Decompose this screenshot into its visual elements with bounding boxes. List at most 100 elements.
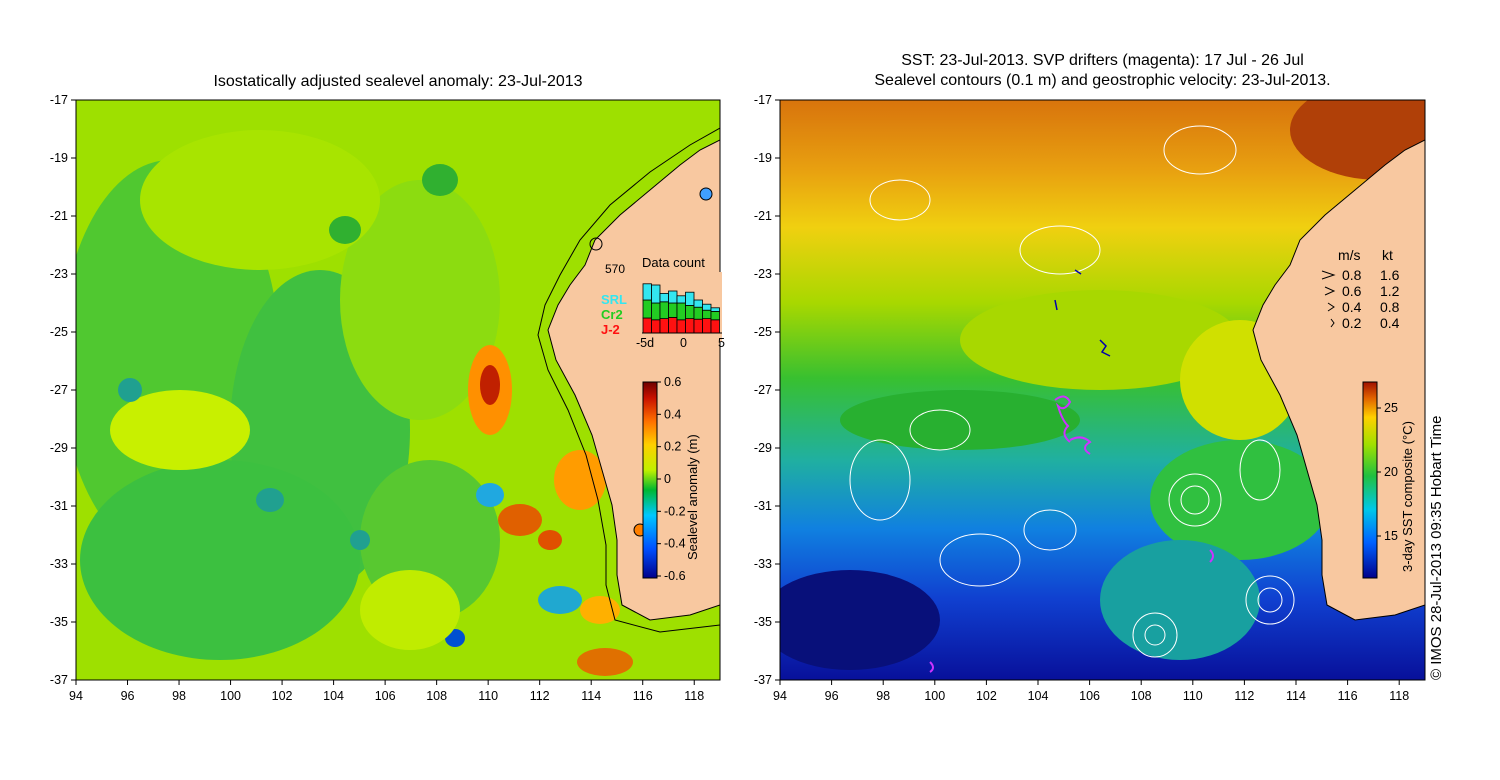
tide-gauge-marker (699, 187, 713, 201)
data-count-bar-cr2 (659, 301, 669, 319)
lat-tick-label: -25 (50, 325, 68, 339)
lon-tick-label: 104 (1028, 689, 1049, 703)
lat-tick-label: -27 (50, 383, 68, 397)
data-count-bar-j2 (642, 317, 652, 334)
data-count-xtick: 0 (680, 336, 687, 350)
left-panel-title: Isostatically adjusted sealevel anomaly:… (213, 73, 583, 90)
cloud-mask-patches (1054, 269, 1111, 357)
lon-tick-label: 114 (581, 689, 601, 703)
data-count-bar-srl (702, 303, 712, 311)
lat-tick-label: -35 (754, 615, 772, 629)
lat-tick-label: -19 (50, 151, 68, 165)
velocity-arrow-icon (1330, 318, 1335, 328)
data-count-xtick: -5d (636, 336, 654, 350)
vel-header-ms: m/s (1338, 247, 1361, 263)
data-count-bar-cr2 (685, 304, 695, 319)
data-count-title: Data count (642, 255, 705, 270)
velocity-arrow-icon (1327, 302, 1335, 312)
data-count-bar-srl (668, 290, 678, 304)
lon-tick-label: 106 (375, 689, 396, 703)
vel-ms-value: 0.8 (1342, 267, 1362, 283)
legend-cr2: Cr2 (601, 307, 623, 322)
vel-ms-value: 0.2 (1342, 315, 1362, 331)
data-count-bar-cr2 (642, 299, 652, 319)
lon-tick-label: 114 (1286, 689, 1306, 703)
data-count-bar-cr2 (702, 309, 712, 320)
lat-tick-label: -17 (50, 93, 68, 107)
vel-kt-value: 0.8 (1380, 299, 1400, 315)
lon-tick-label: 108 (426, 689, 447, 703)
data-count-bar-srl (659, 292, 669, 303)
lat-tick-label: -37 (50, 673, 68, 687)
data-count-bar-j2 (651, 319, 661, 334)
lat-tick-label: -33 (50, 557, 68, 571)
data-count-bar-j2 (685, 318, 695, 334)
data-count-bar-cr2 (651, 302, 661, 321)
lon-tick-label: 110 (1183, 689, 1203, 703)
sla-colorbar-label: Sealevel anomaly (m) (685, 434, 700, 560)
lat-tick-label: -31 (50, 499, 68, 513)
velocity-arrow-icon (1324, 286, 1336, 296)
data-count-bar-j2 (710, 319, 720, 334)
legend-j2: J-2 (601, 322, 620, 337)
lat-tick-label: -23 (50, 267, 68, 281)
copyright-notice: © IMOS 28-Jul-2013 09:35 Hobart Time (1428, 415, 1445, 680)
lon-tick-label: 94 (773, 689, 787, 703)
colorbar-tick-label: 0.6 (664, 375, 681, 389)
lon-tick-label: 100 (220, 689, 241, 703)
right-panel-title: SST: 23-Jul-2013. SVP drifters (magenta)… (780, 51, 1425, 91)
lon-tick-label: 100 (924, 689, 945, 703)
lon-tick-label: 96 (825, 689, 839, 703)
vel-header-kt: kt (1382, 247, 1393, 263)
data-count-bar-srl (651, 284, 661, 304)
colorbar-tick-label: 20 (1384, 465, 1398, 479)
svp-drifter-tracks (929, 395, 1214, 673)
lat-tick-label: -35 (50, 615, 68, 629)
australia-land (548, 140, 720, 620)
lon-tick-label: 116 (633, 689, 653, 703)
data-count-max: 570 (605, 262, 625, 276)
colorbar-tick-label: -0.6 (664, 569, 686, 583)
colorbar-tick-label: 0.2 (664, 440, 681, 454)
data-count-bar-cr2 (710, 310, 720, 321)
sla-anomaly-field (76, 130, 633, 676)
vel-kt-value: 1.2 (1380, 283, 1400, 299)
vel-kt-value: 0.4 (1380, 315, 1400, 331)
right-title-line2: Sealevel contours (0.1 m) and geostrophi… (874, 72, 1331, 89)
lat-tick-label: -17 (754, 93, 772, 107)
lon-tick-label: 102 (976, 689, 997, 703)
data-count-inset: Data count 570 SRL Cr2 J-2 -5d 0 5 (601, 255, 725, 350)
vel-kt-value: 1.6 (1380, 267, 1400, 283)
data-count-xtick: 5 (718, 336, 725, 350)
data-count-bar-srl (710, 307, 720, 312)
lon-tick-label: 112 (1234, 689, 1254, 703)
sealevel-contours (849, 125, 1295, 658)
lon-tick-label: 112 (530, 689, 550, 703)
data-count-bar-j2 (693, 318, 703, 334)
data-count-bar-j2 (676, 319, 686, 334)
lon-tick-label: 98 (172, 689, 186, 703)
colorbar-tick-label: 25 (1384, 401, 1398, 415)
lat-tick-label: -25 (754, 325, 772, 339)
lon-tick-label: 96 (121, 689, 135, 703)
tide-gauge-marker (589, 237, 603, 251)
data-count-bar-cr2 (668, 302, 678, 318)
vel-ms-value: 0.6 (1342, 283, 1362, 299)
data-count-bar-srl (642, 283, 652, 301)
data-count-bar-j2 (668, 316, 678, 334)
right-title-line1: SST: 23-Jul-2013. SVP drifters (magenta)… (901, 52, 1304, 69)
data-count-bar-j2 (659, 318, 669, 334)
colorbar-tick-label: -0.2 (664, 504, 686, 518)
lon-tick-label: 106 (1079, 689, 1100, 703)
lon-tick-label: 116 (1338, 689, 1358, 703)
lon-tick-label: 110 (478, 689, 498, 703)
lon-tick-label: 118 (684, 689, 704, 703)
lon-tick-label: 104 (323, 689, 344, 703)
colorbar-tick-label: -0.4 (664, 537, 686, 551)
velocity-arrow-icon (1321, 270, 1336, 280)
data-count-bar-srl (693, 299, 703, 308)
lat-tick-label: -37 (754, 673, 772, 687)
colorbar-tick-label: 0.4 (664, 407, 681, 421)
colorbar-tick-label: 0 (664, 472, 671, 486)
sst-map (780, 100, 1425, 680)
